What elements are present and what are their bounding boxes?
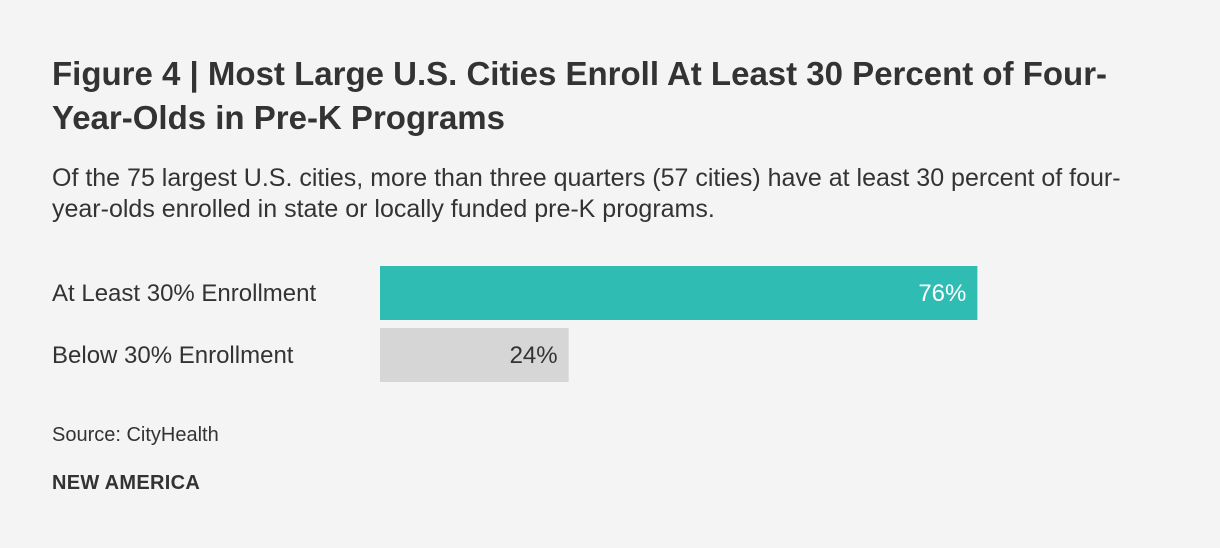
data-label: 76% (918, 280, 966, 307)
bar (380, 328, 569, 382)
bar (380, 266, 978, 320)
chart-title: Figure 4 | Most Large U.S. Cities Enroll… (52, 55, 1108, 136)
data-label: 24% (510, 342, 558, 369)
category-label: At Least 30% Enrollment (52, 280, 316, 307)
chart-subtitle: Of the 75 largest U.S. cities, more than… (52, 164, 1121, 223)
bar-chart: At Least 30% Enrollment 76% Below 30% Enro… (52, 266, 978, 382)
brand-logo-text: NEW AMERICA (52, 472, 201, 494)
source-note: Source: CityHealth (52, 424, 219, 446)
category-label: Below 30% Enrollment (52, 342, 294, 369)
